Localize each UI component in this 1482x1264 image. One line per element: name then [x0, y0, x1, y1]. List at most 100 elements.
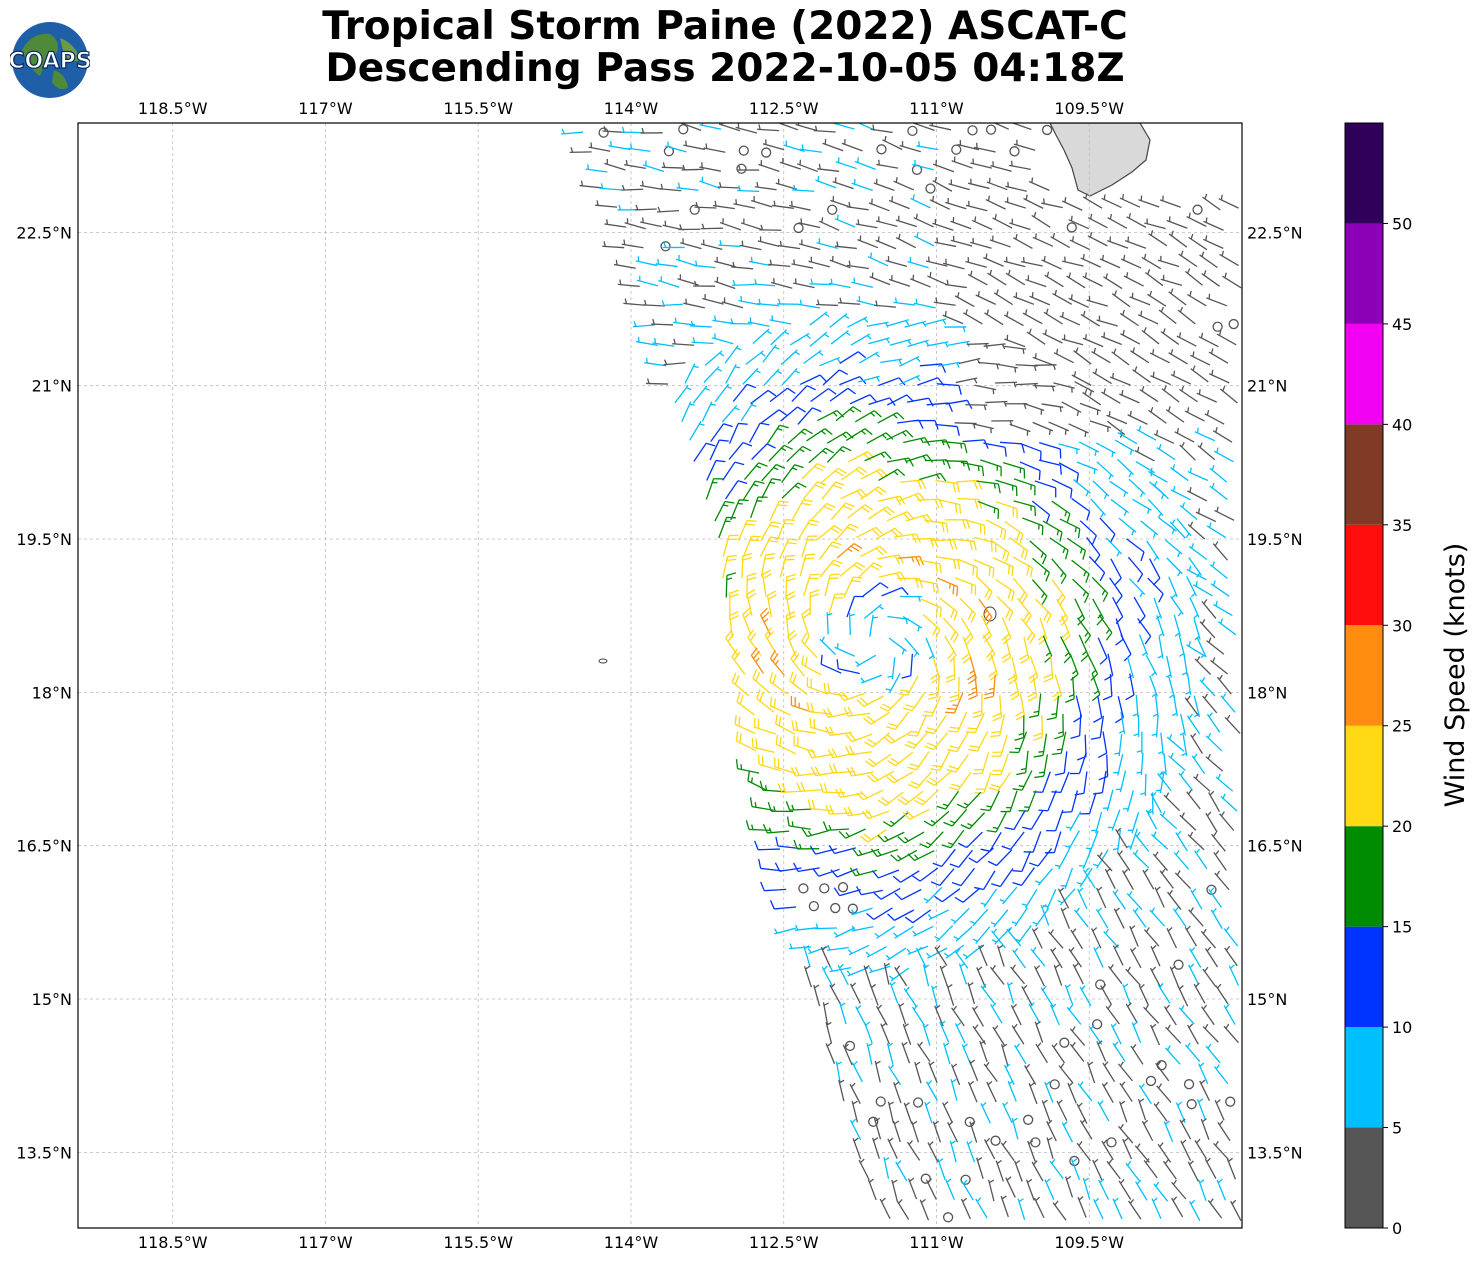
- wind-barb: [1184, 407, 1205, 422]
- wind-barb: [730, 499, 749, 521]
- wind-barb: [722, 461, 745, 481]
- wind-barb: [1120, 254, 1142, 269]
- wind-barb: [799, 553, 816, 577]
- wind-barb: [849, 1082, 861, 1104]
- wind-barb: [809, 717, 833, 734]
- wind-barb: [1054, 713, 1064, 740]
- wind-barb: [1213, 1064, 1229, 1085]
- wind-barb: [692, 385, 711, 404]
- wind-barb: [1039, 442, 1062, 459]
- wind-barb: [1020, 617, 1036, 644]
- wind-barb: [757, 124, 780, 132]
- wind-barb: [1205, 811, 1218, 833]
- colorbar-segment: [1345, 725, 1383, 827]
- wind-barb: [1167, 889, 1182, 910]
- logo-text: COAPS: [10, 49, 90, 74]
- wind-barb: [851, 179, 873, 191]
- wind-barb: [995, 479, 1018, 497]
- wind-barb: [827, 748, 855, 759]
- wind-barb: [1189, 946, 1202, 968]
- wind-barb: [1210, 908, 1223, 930]
- wind-barb: [1151, 715, 1159, 738]
- lon-labels-top: 118.5°W 117°W 115.5°W 114°W 112.5°W 111°W 109.…: [138, 99, 1124, 118]
- wind-barb: [759, 536, 780, 557]
- wind-barb: [1011, 1023, 1025, 1045]
- wind-barb: [886, 394, 915, 406]
- wind-barb: [693, 442, 716, 462]
- wind-barb: [932, 848, 956, 868]
- colorbar-tick-label: 10: [1392, 1018, 1412, 1037]
- wind-barb: [886, 1042, 894, 1065]
- wind-barb: [1143, 1158, 1158, 1179]
- wind-barb: [801, 632, 818, 658]
- wind-barb: [1153, 1181, 1169, 1202]
- wind-barb: [980, 790, 1001, 812]
- wind-barb: [752, 669, 771, 694]
- wind-barb: [1060, 636, 1072, 664]
- wind-barb: [1115, 770, 1127, 793]
- wind-barb: [843, 806, 871, 817]
- wind-barb: [1212, 321, 1223, 332]
- wind-barb: [1154, 886, 1165, 908]
- wind-barb: [1216, 330, 1237, 346]
- wind-barb: [1120, 329, 1141, 345]
- wind-barb: [750, 647, 765, 674]
- wind-barb: [821, 481, 845, 500]
- wind-barb: [818, 541, 842, 560]
- wind-barb: [1190, 365, 1209, 383]
- wind-barb: [829, 255, 851, 269]
- wind-barb: [1138, 984, 1149, 1006]
- wind-barb: [704, 350, 725, 366]
- wind-barb: [907, 715, 927, 737]
- wind-barb: [952, 538, 977, 551]
- wind-barb: [1184, 695, 1199, 716]
- wind-barb: [754, 840, 780, 851]
- wind-barb: [960, 812, 986, 830]
- wind-barb: [868, 397, 896, 406]
- wind-barb: [972, 423, 994, 434]
- lon-labels-bottom: 118.5°W 117°W 115.5°W 114°W 112.5°W 111°W 109.…: [138, 1233, 1124, 1252]
- wind-barb: [873, 1117, 882, 1140]
- wind-barb: [919, 831, 944, 849]
- wind-barb: [1041, 255, 1062, 270]
- wind-barb: [1052, 289, 1073, 305]
- wind-barb: [674, 384, 692, 404]
- wind-barb: [1009, 218, 1031, 231]
- wind-barb: [926, 341, 949, 348]
- wind-barb: [579, 180, 602, 189]
- wind-barb: [1053, 382, 1075, 393]
- wind-barb: [809, 331, 830, 347]
- coaps-logo: COAPS: [10, 22, 90, 98]
- wind-barb: [1044, 1178, 1055, 1200]
- wind-barb: [866, 1042, 873, 1065]
- wind-barb: [968, 1059, 979, 1082]
- wind-barb: [693, 280, 716, 287]
- wind-barb: [789, 671, 808, 695]
- wind-barb: [1077, 1081, 1093, 1102]
- wind-barb: [1168, 576, 1178, 599]
- wind-barb: [983, 442, 1007, 457]
- wind-barb: [803, 945, 811, 967]
- wind-barb: [1156, 615, 1165, 637]
- wind-barb: [833, 123, 855, 130]
- wind-barb: [1207, 1198, 1223, 1219]
- wind-barb: [1196, 389, 1218, 403]
- wind-barb: [762, 139, 785, 151]
- wind-barb: [1217, 1120, 1231, 1142]
- wind-barb: [1076, 1141, 1091, 1162]
- wind-barb: [608, 140, 631, 151]
- wind-barb: [847, 944, 870, 956]
- wind-barb: [990, 1135, 1001, 1146]
- wind-barb: [1206, 637, 1225, 655]
- wind-barb: [1160, 274, 1183, 286]
- wind-barb: [1049, 1079, 1060, 1090]
- wind-barb: [1158, 306, 1177, 325]
- wind-barb: [1034, 364, 1057, 371]
- map-frame: [77, 122, 1243, 1229]
- wind-barb: [599, 183, 622, 191]
- wind-barb: [1071, 498, 1091, 521]
- wind-barb: [1106, 411, 1128, 425]
- wind-barb: [983, 1137, 996, 1160]
- wind-barb: [887, 615, 910, 625]
- wind-barb: [1102, 674, 1113, 701]
